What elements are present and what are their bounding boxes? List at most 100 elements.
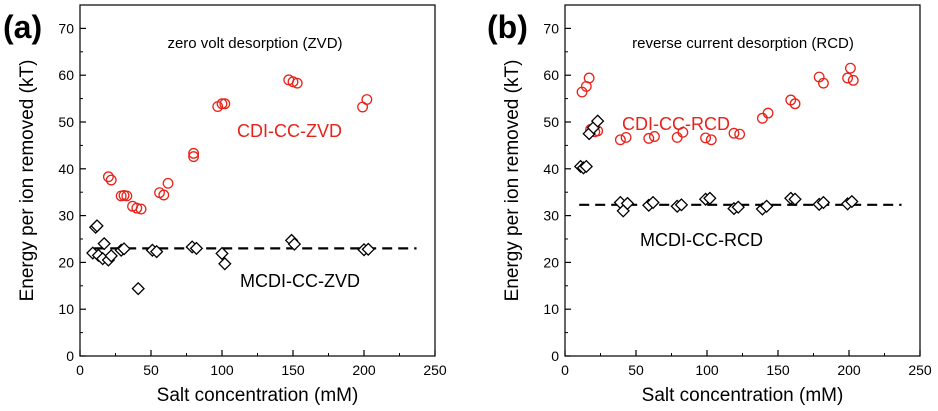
x-tick-label: 250: [423, 362, 447, 378]
data-point: [816, 195, 831, 210]
data-point: [705, 134, 717, 146]
y-tick-label: 50: [58, 114, 74, 130]
data-point: [287, 237, 302, 251]
panel-label: (a): [3, 9, 42, 45]
series-label: CDI-CC-RCD: [622, 114, 730, 134]
data-point: [218, 257, 232, 271]
plot-frame: [564, 4, 921, 357]
y-tick-label: 30: [543, 208, 559, 224]
panel-label: (b): [487, 9, 528, 45]
data-point: [788, 192, 802, 206]
x-axis-label: Salt concentration (mM): [157, 385, 359, 406]
x-tick-label: 0: [561, 362, 569, 378]
chart-panel-b: 0 50 100 150 200 250 0 10 20 30 40 50 60 70 Salt conce…: [487, 4, 932, 406]
x-tick-label: 200: [352, 362, 376, 378]
y-tick-label: 40: [58, 161, 74, 177]
data-point: [149, 244, 164, 259]
series-mcdi-cc-zvd: MCDI-CC-ZVD: [86, 219, 375, 296]
data-point: [620, 196, 635, 211]
x-tick-label: 150: [766, 362, 790, 378]
x-tick-label: 200: [837, 362, 861, 378]
data-point: [614, 134, 626, 146]
data-point: [361, 242, 375, 257]
data-point: [649, 131, 660, 142]
x-tick-label: 150: [281, 362, 305, 378]
data-point: [731, 200, 745, 214]
data-point: [703, 191, 717, 206]
y-tick-label: 60: [543, 67, 559, 83]
data-point: [361, 94, 373, 105]
data-point: [646, 195, 660, 210]
y-axis-label: Energy per ion removed (kT): [502, 60, 523, 302]
series-cdi-cc-zvd: CDI-CC-ZVD: [102, 74, 373, 215]
data-point: [135, 203, 147, 215]
data-point: [216, 98, 228, 110]
data-point: [121, 190, 133, 202]
x-tick-label: 0: [76, 362, 84, 378]
y-tick-label: 70: [58, 20, 74, 36]
data-point: [789, 98, 801, 110]
data-point: [620, 131, 632, 143]
data-point: [189, 241, 204, 256]
x-axis-label: Salt concentration (mM): [642, 385, 844, 406]
data-point: [762, 107, 774, 119]
chart-panel-a: 0 50 100 150 200 250 0 10 20 30 40 50 60 70 Salt conce…: [3, 4, 447, 406]
x-tick-label: 250: [908, 362, 932, 378]
series-cdi-cc-rcd: CDI-CC-RCD: [576, 62, 859, 146]
data-point: [844, 62, 856, 74]
chart-title: reverse current desorption (RCD): [632, 35, 854, 52]
x-tick-label: 50: [143, 362, 159, 378]
data-point: [117, 242, 131, 256]
x-tick-label: 100: [210, 362, 234, 378]
y-tick-label: 0: [66, 348, 74, 364]
data-point: [219, 98, 231, 110]
y-tick-label: 20: [543, 254, 559, 270]
data-point: [102, 171, 114, 183]
data-point: [104, 249, 118, 263]
data-point: [759, 199, 774, 213]
data-point: [756, 112, 768, 124]
data-point: [97, 236, 111, 251]
series-label: MCDI-CC-ZVD: [240, 271, 360, 291]
chart-title: zero volt desorption (ZVD): [167, 35, 342, 52]
y-tick-label: 70: [543, 20, 559, 36]
y-tick-label: 20: [58, 254, 74, 270]
x-tick-label: 100: [695, 362, 719, 378]
plot-frame: [79, 4, 436, 357]
y-tick-label: 50: [543, 114, 559, 130]
data-point: [728, 127, 740, 139]
y-tick-label: 30: [58, 208, 74, 224]
data-point: [188, 151, 200, 163]
data-point: [845, 194, 859, 209]
data-point: [677, 126, 689, 138]
data-point: [162, 177, 174, 189]
y-tick-label: 0: [551, 348, 559, 364]
data-point: [700, 132, 712, 144]
data-point: [188, 147, 200, 159]
series-label: CDI-CC-ZVD: [237, 121, 342, 141]
data-point: [590, 114, 605, 128]
data-point: [291, 77, 303, 89]
data-point: [131, 281, 145, 296]
series-label: MCDI-CC-RCD: [640, 230, 763, 250]
data-point: [158, 189, 170, 201]
data-point: [847, 74, 859, 86]
data-point: [215, 246, 229, 261]
data-point: [583, 72, 595, 84]
data-point: [131, 202, 143, 214]
y-tick-label: 60: [58, 67, 74, 83]
y-tick-label: 10: [543, 301, 559, 317]
data-point: [671, 131, 683, 143]
series-mcdi-cc-rcd: MCDI-CC-RCD: [573, 114, 859, 250]
y-axis-label: Energy per ion removed (kT): [17, 60, 38, 302]
data-point: [579, 159, 594, 174]
data-point: [105, 174, 117, 186]
data-point: [90, 219, 104, 233]
data-point: [817, 77, 829, 89]
data-point: [842, 72, 854, 84]
data-point: [674, 198, 689, 212]
y-tick-label: 40: [543, 161, 559, 177]
data-point: [643, 132, 655, 144]
y-tick-label: 10: [58, 301, 74, 317]
